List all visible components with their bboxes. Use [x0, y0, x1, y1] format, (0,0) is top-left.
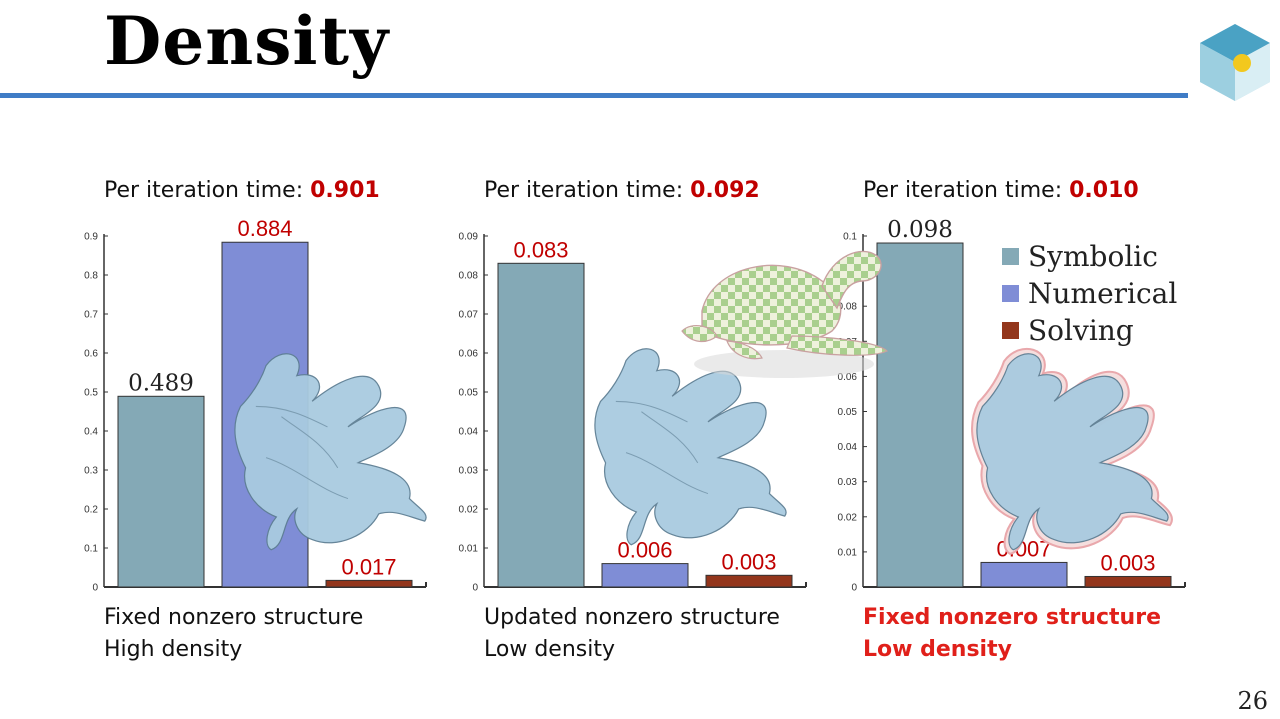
y-tick-label: 0.9: [84, 232, 98, 243]
y-tick-label: 0: [92, 583, 98, 594]
y-tick-label: 0.6: [84, 349, 98, 360]
bar-value-label: 0.884: [237, 216, 292, 241]
bar-value-label: 0.098: [887, 217, 953, 243]
y-tick-label: 0.06: [459, 349, 479, 360]
y-tick-label: 0.3: [84, 466, 98, 477]
y-tick-label: 0.1: [843, 232, 857, 243]
bar-value-label: 0.017: [341, 554, 396, 579]
caption-line: Fixed nonzero structure: [104, 605, 364, 630]
slide-title: Density: [104, 2, 390, 80]
bar-value-label: 0.083: [513, 237, 568, 262]
y-tick-label: 0.05: [459, 388, 479, 399]
heading-value: 0.092: [690, 178, 760, 203]
y-tick-label: 0.4: [84, 427, 98, 438]
bar-solving: [705, 574, 793, 588]
legend-label: Symbolic: [1028, 240, 1158, 273]
legend-item-symbolic: Symbolic: [1002, 238, 1177, 275]
bar-chart: 0 0.01 0.02 0.03 0.04 0.05 0.06 0.07 0.08 0.09 0.0…: [459, 232, 807, 594]
legend-label: Numerical: [1028, 277, 1178, 310]
y-tick-label: 0: [851, 583, 857, 594]
legend-swatch: [1002, 322, 1019, 339]
bar-solving: [325, 579, 413, 588]
heading-label: Per iteration time:: [104, 178, 311, 203]
caption-line: Fixed nonzero structure: [863, 605, 1161, 630]
bar-value-label: 0.489: [128, 370, 194, 396]
bar-symbolic: [117, 395, 205, 588]
hexagon-cube-logo-icon: [1200, 24, 1270, 101]
bar-symbolic: [876, 242, 964, 588]
chart-panel-3: Per iteration time: 0.010 0 0.01 0.02 0.03 0…: [838, 178, 1243, 678]
y-tick-label: 0.09: [459, 232, 479, 243]
bar-solving: [1084, 575, 1172, 588]
y-tick-label: 0.5: [84, 388, 98, 399]
caption-line: High density: [104, 637, 243, 662]
heading-label: Per iteration time:: [484, 178, 691, 203]
title-divider: [0, 93, 1188, 98]
y-tick-label: 0.7: [84, 310, 98, 321]
panel-caption: Fixed nonzero structure Low density: [863, 602, 1161, 666]
y-tick-label: 0.2: [84, 505, 98, 516]
legend-label: Solving: [1028, 314, 1134, 347]
page-number: 26: [1237, 687, 1268, 715]
panel-caption: Fixed nonzero structure High density: [104, 602, 363, 666]
dragon-mesh-illustration: [234, 353, 427, 551]
y-tick-label: 0.04: [459, 427, 479, 438]
y-tick-label: 0.03: [459, 466, 479, 477]
y-tick-label: 0: [472, 583, 478, 594]
panel-caption: Updated nonzero structure Low density: [484, 602, 780, 666]
y-tick-label: 0.03: [838, 477, 858, 488]
y-tick-label: 0.04: [838, 442, 858, 453]
y-tick-label: 0.07: [459, 310, 479, 321]
heading-value: 0.901: [310, 178, 380, 203]
y-tick-label: 0.01: [459, 544, 479, 555]
bar-value-label: 0.006: [617, 538, 672, 563]
caption-line: Low density: [863, 637, 1012, 662]
bar-symbolic: [497, 262, 585, 588]
chart-panel-2: Per iteration time: 0.092 0 0.01 0.02 0.03 0…: [459, 178, 864, 678]
caption-line: Updated nonzero structure: [484, 605, 780, 630]
panel-heading: Per iteration time: 0.901: [104, 178, 380, 203]
bar-value-label: 0.003: [721, 549, 776, 574]
heading-value: 0.010: [1069, 178, 1139, 203]
panel-heading: Per iteration time: 0.010: [863, 178, 1139, 203]
y-tick-label: 0.01: [838, 547, 858, 558]
legend-swatch: [1002, 285, 1019, 302]
y-tick-label: 0.06: [838, 372, 858, 383]
y-tick-label: 0.05: [838, 407, 858, 418]
legend-swatch: [1002, 248, 1019, 265]
y-tick-label: 0.1: [84, 544, 98, 555]
checkered-turtle-illustration: [681, 250, 889, 378]
bar-numerical: [601, 563, 689, 588]
y-tick-label: 0.8: [84, 271, 98, 282]
bar-numerical: [980, 561, 1068, 588]
dragon-mesh-illustration: [971, 347, 1173, 555]
chart-legend: Symbolic Numerical Solving: [1002, 238, 1177, 349]
legend-item-numerical: Numerical: [1002, 275, 1177, 312]
y-tick-label: 0.08: [459, 271, 479, 282]
panel-heading: Per iteration time: 0.092: [484, 178, 760, 203]
y-tick-label: 0.08: [838, 302, 858, 313]
bar-value-label: 0.003: [1100, 550, 1155, 575]
y-tick-label: 0.02: [459, 505, 479, 516]
caption-line: Low density: [484, 637, 615, 662]
y-tick-label: 0.02: [838, 512, 858, 523]
legend-item-solving: Solving: [1002, 312, 1177, 349]
heading-label: Per iteration time:: [863, 178, 1070, 203]
bar-chart: 00.010.020.030.040.050.060.070.080.090.1…: [838, 217, 1186, 594]
